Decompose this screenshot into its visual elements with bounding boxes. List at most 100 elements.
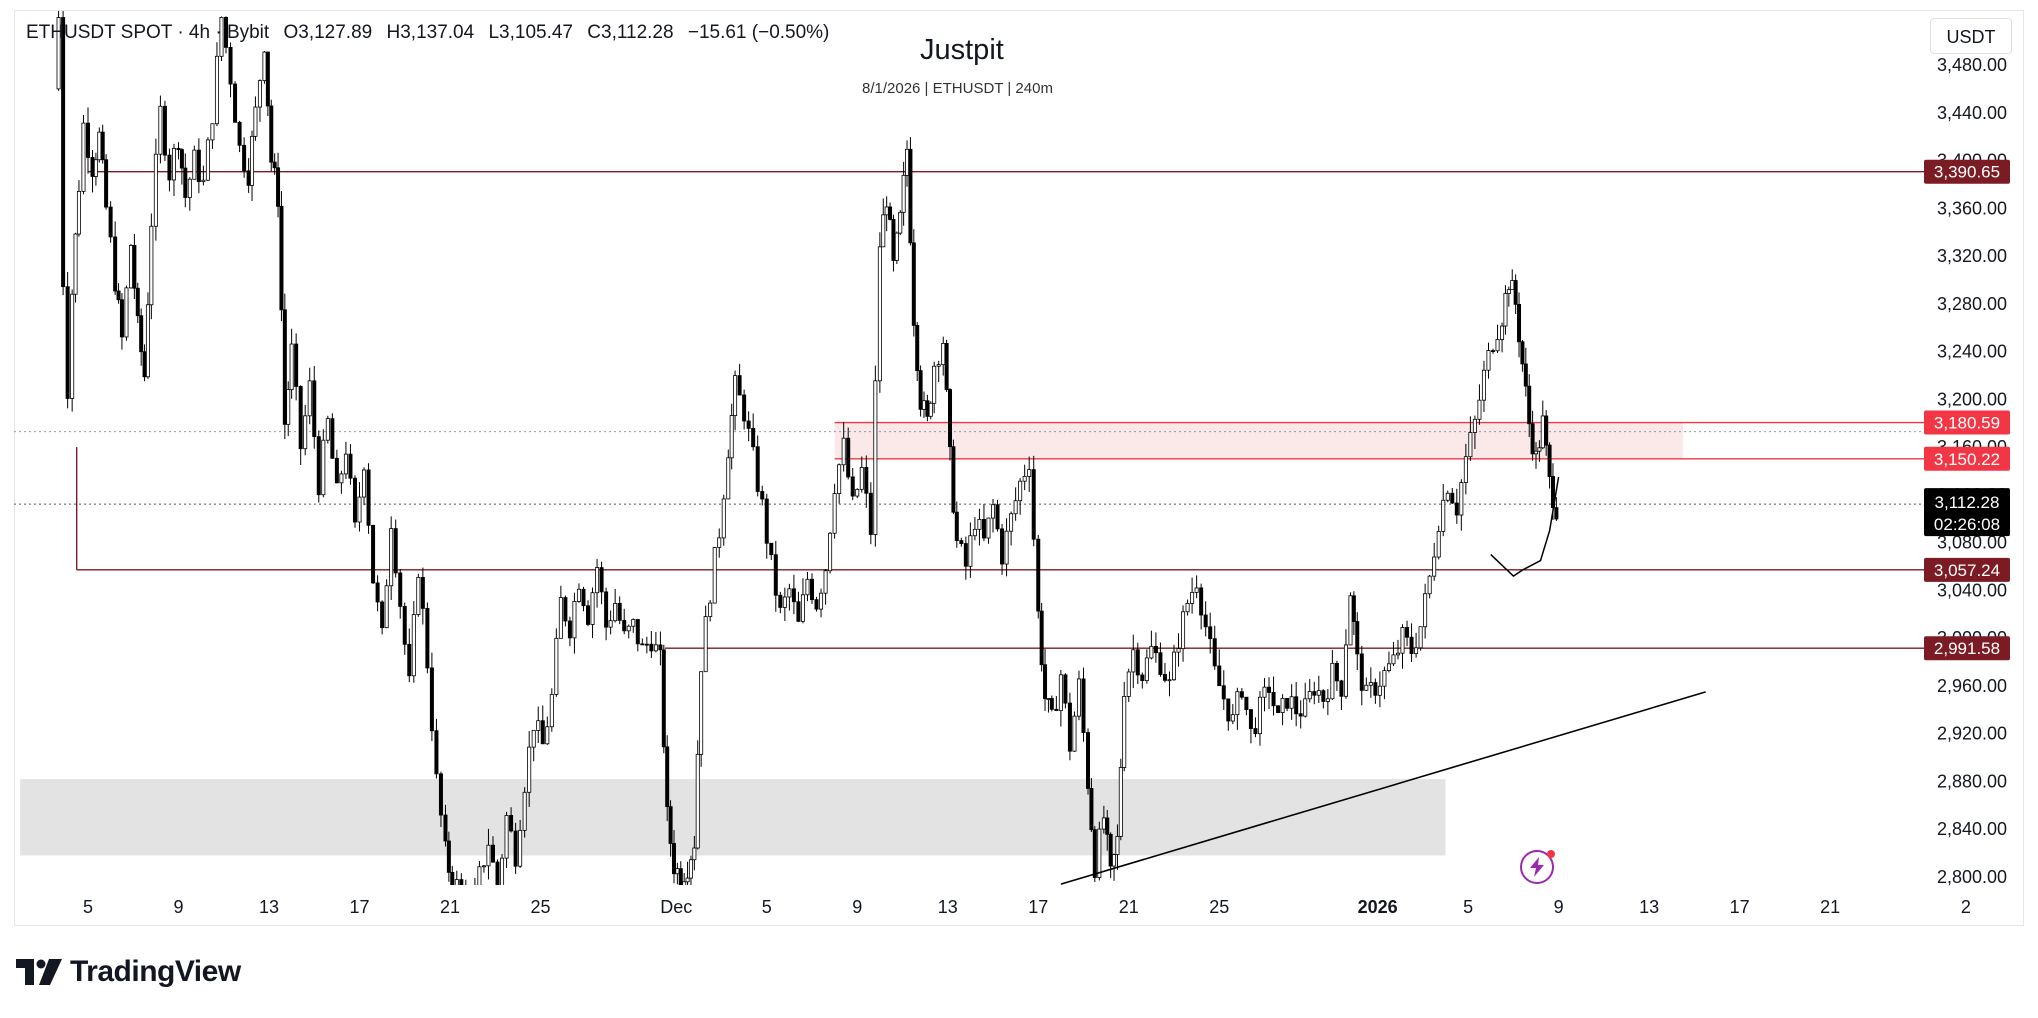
candle-body [703, 616, 708, 673]
candle-body [1108, 833, 1113, 867]
candle-body [1176, 648, 1181, 653]
candle-body [1244, 696, 1249, 710]
candle-body [1534, 450, 1539, 455]
candle-body [726, 457, 731, 500]
candle-body [558, 597, 563, 639]
candle-body [1547, 444, 1552, 477]
candle-body [420, 577, 425, 609]
candle-body [108, 206, 113, 238]
candle-body [751, 427, 756, 448]
candle-body [1280, 697, 1285, 713]
candle-body [237, 121, 242, 146]
candle-body [658, 644, 663, 651]
candle-body [1537, 447, 1542, 452]
candle-body [855, 488, 860, 497]
y-tick-label: 3,480.00 [1937, 55, 2007, 75]
candle-body [936, 364, 941, 367]
x-tick-label: 9 [1554, 897, 1564, 917]
brand-name: TradingView [70, 955, 241, 988]
candle-body [1086, 732, 1091, 789]
y-tick-label: 3,200.00 [1937, 389, 2007, 409]
current-price-label [1924, 488, 2010, 537]
candle-body [357, 496, 362, 523]
candle-body [262, 51, 267, 82]
y-tick-label: 2,800.00 [1937, 867, 2007, 887]
candle-body [814, 599, 819, 610]
candle-body [1097, 828, 1102, 878]
candle-body [1364, 684, 1369, 691]
candle-body [407, 643, 412, 677]
candle-body [796, 601, 801, 622]
candle-body [187, 178, 192, 198]
candle-body [901, 174, 906, 213]
candle-body [832, 493, 837, 534]
candle-body [1049, 698, 1054, 710]
candle-body [1013, 500, 1018, 515]
candle-body [1046, 698, 1051, 700]
candle-body [928, 402, 933, 417]
ohlc-legend: ETHUSDT SPOT · 4h · Bybit O3,127.89 H3,1… [26, 22, 838, 44]
candle-body [981, 519, 986, 539]
candle-body [135, 287, 140, 317]
candle-body [1149, 645, 1154, 659]
candle-body [269, 105, 274, 163]
current-price-value: 3,112.28 [1935, 493, 2000, 512]
candle-body [678, 868, 683, 885]
price-labels-layer: 3,390.65 3,180.59 3,150.22 3,057.24 2,991.58… [1924, 159, 2010, 661]
candle-body [192, 149, 197, 180]
supply-zone [834, 422, 1684, 459]
candle-body [549, 694, 554, 728]
candle-body [142, 351, 147, 378]
candle-body [97, 131, 102, 161]
candle-body [959, 540, 964, 544]
candle-body [1212, 638, 1217, 667]
price-label-2,991.58 [1924, 636, 2010, 661]
candle-body [509, 815, 514, 832]
candle-body [298, 386, 303, 450]
candle-body [411, 614, 416, 677]
y-tick-label: 3,240.00 [1937, 342, 2007, 362]
candle-body [176, 147, 181, 150]
candle-body [1135, 649, 1140, 676]
candle-body [1495, 339, 1500, 352]
lightning-icon[interactable] [1520, 850, 1555, 884]
candle-body [1221, 685, 1226, 700]
candle-body [316, 436, 321, 496]
candle-body [1459, 482, 1464, 516]
candle-body [371, 524, 376, 584]
candle-body [380, 601, 385, 629]
candle-body [1027, 469, 1032, 477]
candle-body [76, 190, 81, 235]
candle-body [742, 394, 747, 422]
time-axis[interactable]: 5 9 13 17 21 25 Dec 5 9 13 17 21 25 2026 5 9 13 17 21 2 [83, 897, 1971, 917]
candle-body [253, 106, 258, 137]
candle-body [604, 591, 609, 628]
candle-body [1126, 671, 1131, 697]
candle-body [1072, 715, 1077, 752]
change-value: −15.61 (−0.50%) [687, 22, 830, 43]
price-label-3,150.22 [1924, 446, 2010, 471]
candle-body [486, 844, 491, 867]
candle-body [81, 122, 86, 192]
candle-body [787, 588, 792, 598]
candle-body [699, 671, 704, 755]
lightning-glyph [1530, 857, 1544, 877]
candle-body [921, 400, 926, 410]
candle-body [279, 205, 284, 311]
symbol-label[interactable]: ETHUSDT SPOT · 4h · Bybit [26, 22, 270, 43]
brand[interactable]: TradingView [16, 955, 241, 989]
projection-path [1490, 476, 1560, 577]
candle-body [1118, 767, 1123, 837]
candle-body [477, 866, 482, 885]
x-tick-label: 9 [173, 897, 183, 917]
candle-body [276, 167, 281, 207]
candle-body [224, 16, 229, 48]
currency-selector[interactable]: USDT [1930, 18, 2012, 54]
x-tick-label: 21 [440, 897, 460, 917]
candle-body [995, 504, 1000, 530]
candle-body [1039, 610, 1044, 666]
candle-body [1153, 645, 1158, 654]
candle-body [898, 211, 903, 234]
candle-body [695, 753, 700, 849]
